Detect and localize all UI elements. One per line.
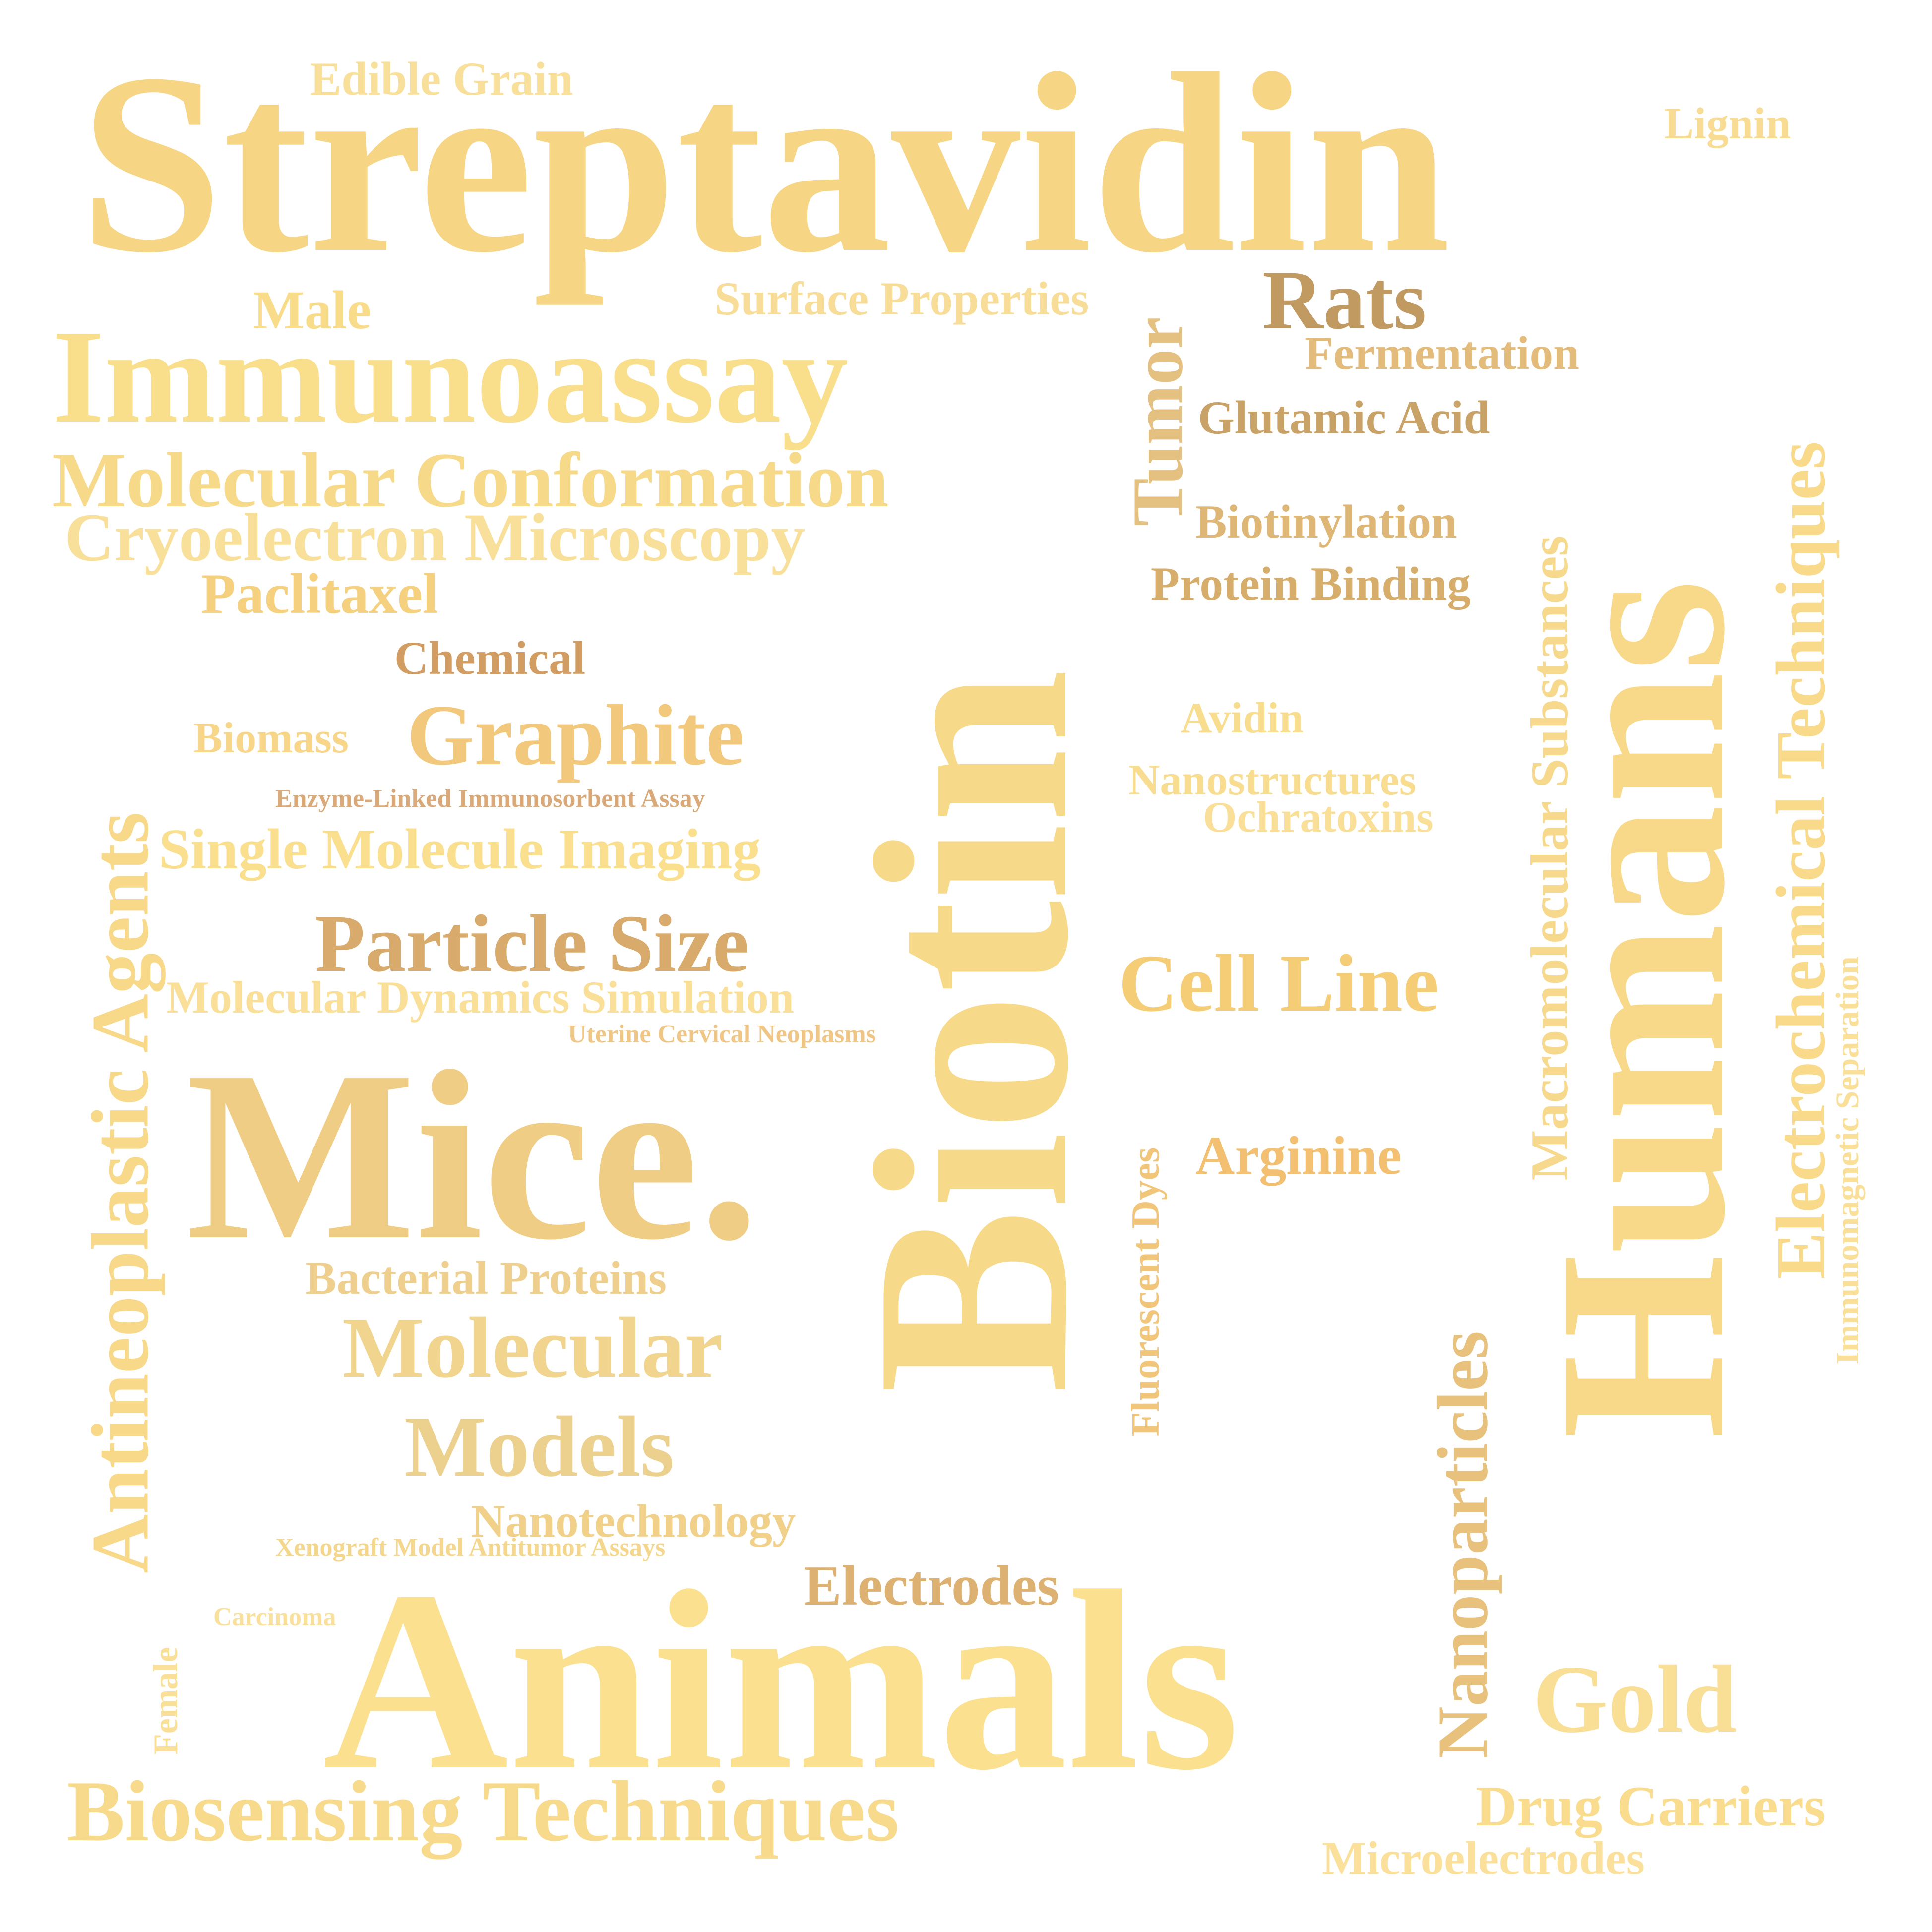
word-protein-binding: Protein Binding	[1151, 557, 1471, 610]
word-electrodes: Electrodes	[804, 1554, 1059, 1617]
word-xenograft: Xenograft Model Antitumor Assays	[275, 1533, 666, 1562]
word-enzyme-linked: Enzyme-Linked Immunosorbent Assay	[275, 785, 705, 813]
word-antineoplastic-agents: Antineoplastic Agents	[74, 812, 166, 1573]
word-biotinylation: Biotinylation	[1195, 495, 1457, 548]
word-cell-line: Cell Line	[1119, 938, 1439, 1028]
word-paclitaxel: Paclitaxel	[201, 562, 438, 625]
word-surface-properties: Surface Properties	[714, 272, 1089, 325]
word-cryoelectron-microscopy: Cryoelectron Microscopy	[64, 499, 806, 575]
word-lignin: Lignin	[1664, 99, 1791, 148]
word-nanotechnology: Nanotechnology	[471, 1495, 796, 1547]
word-nanostructures: Nanostructures	[1128, 756, 1417, 804]
word-rats: Rats	[1262, 253, 1427, 347]
word-drug-carriers: Drug Carriers	[1476, 1775, 1826, 1838]
word-glutamic-acid: Glutamic Acid	[1198, 391, 1490, 444]
word-biosensing-techniques: Biosensing Techniques	[67, 1763, 899, 1859]
word-biomass: Biomass	[193, 714, 349, 762]
word-mice: Mice.	[186, 1021, 760, 1290]
word-streptavidin: Streptavidin	[79, 21, 1451, 306]
word-arginine: Arginine	[1195, 1125, 1402, 1186]
word-tumor: Tumor	[1118, 317, 1198, 526]
word-immunoassay: Immunoassay	[52, 302, 849, 451]
word-biotin: Biotin	[818, 668, 1126, 1394]
word-molecular-conformation: Molecular Conformation	[52, 437, 889, 524]
word-molecular-dynamics: Molecular Dynamics Simulation	[166, 972, 794, 1023]
word-nanoparticles: Nanoparticles	[1423, 1331, 1503, 1758]
word-ochratoxins: Ochratoxins	[1203, 793, 1433, 842]
word-carcinoma: Carcinoma	[213, 1603, 336, 1631]
word-immunomagnetic-separation: Immunomagnetic Separation	[1829, 956, 1866, 1365]
word-animals: Animals	[322, 1538, 1240, 1823]
word-female: Female	[147, 1647, 185, 1755]
word-graphite: Graphite	[407, 687, 745, 783]
word-single-molecule-imaging: Single Molecule Imaging	[159, 818, 761, 881]
word-macromolecular-substances: Macromolecular Substances	[1520, 535, 1579, 1181]
word-edible-grain: Edible Grain	[310, 53, 573, 105]
word-microelectrodes: Microelectrodes	[1322, 1832, 1645, 1884]
word-gold: Gold	[1533, 1646, 1737, 1753]
word-particle-size: Particle Size	[315, 898, 749, 989]
word-bacterial-proteins: Bacterial Proteins	[305, 1252, 667, 1304]
word-uterine: Uterine Cervical Neoplasms	[568, 1020, 876, 1048]
word-electrochemical-techniques: Electrochemical Techniques	[1761, 441, 1840, 1279]
word-fermentation: Fermentation	[1305, 327, 1579, 379]
word-molecular: Molecular	[342, 1299, 723, 1395]
word-fluorescent-dyes: Fluorescent Dyes	[1124, 1147, 1168, 1437]
word-male: Male	[253, 280, 372, 340]
word-models: Models	[404, 1398, 675, 1495]
word-avidin: Avidin	[1181, 694, 1304, 742]
word-chemical: Chemical	[394, 632, 586, 684]
